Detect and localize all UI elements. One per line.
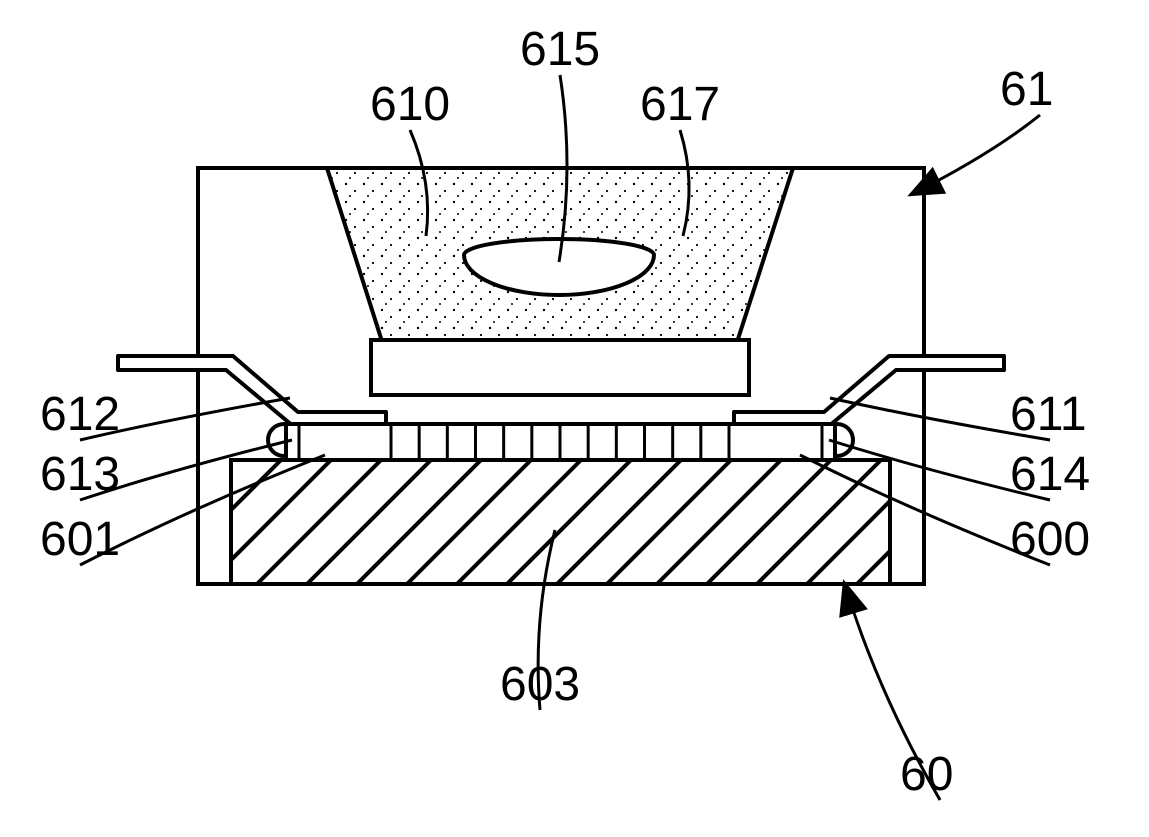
label-614: 614 bbox=[1010, 448, 1090, 501]
leader-61 bbox=[910, 115, 1040, 195]
geometry bbox=[107, 168, 1131, 584]
lead-right bbox=[734, 356, 1004, 426]
solder-ball-left bbox=[268, 424, 284, 456]
label-610: 610 bbox=[370, 78, 450, 131]
label-617: 617 bbox=[640, 78, 720, 131]
label-61: 61 bbox=[1000, 63, 1053, 116]
label-600: 600 bbox=[1010, 513, 1090, 566]
label-603: 603 bbox=[500, 658, 580, 711]
chip-rect bbox=[371, 340, 749, 395]
label-60: 60 bbox=[900, 748, 953, 801]
label-612: 612 bbox=[40, 388, 120, 441]
label-611: 611 bbox=[1010, 388, 1087, 441]
solder-ball-right bbox=[837, 424, 853, 456]
lead-left bbox=[118, 356, 386, 426]
label-613: 613 bbox=[40, 448, 120, 501]
label-615: 615 bbox=[520, 23, 600, 76]
label-601: 601 bbox=[40, 513, 120, 566]
technical-diagram: 615 610 617 61 612 613 601 611 614 600 603 60 bbox=[0, 0, 1149, 837]
